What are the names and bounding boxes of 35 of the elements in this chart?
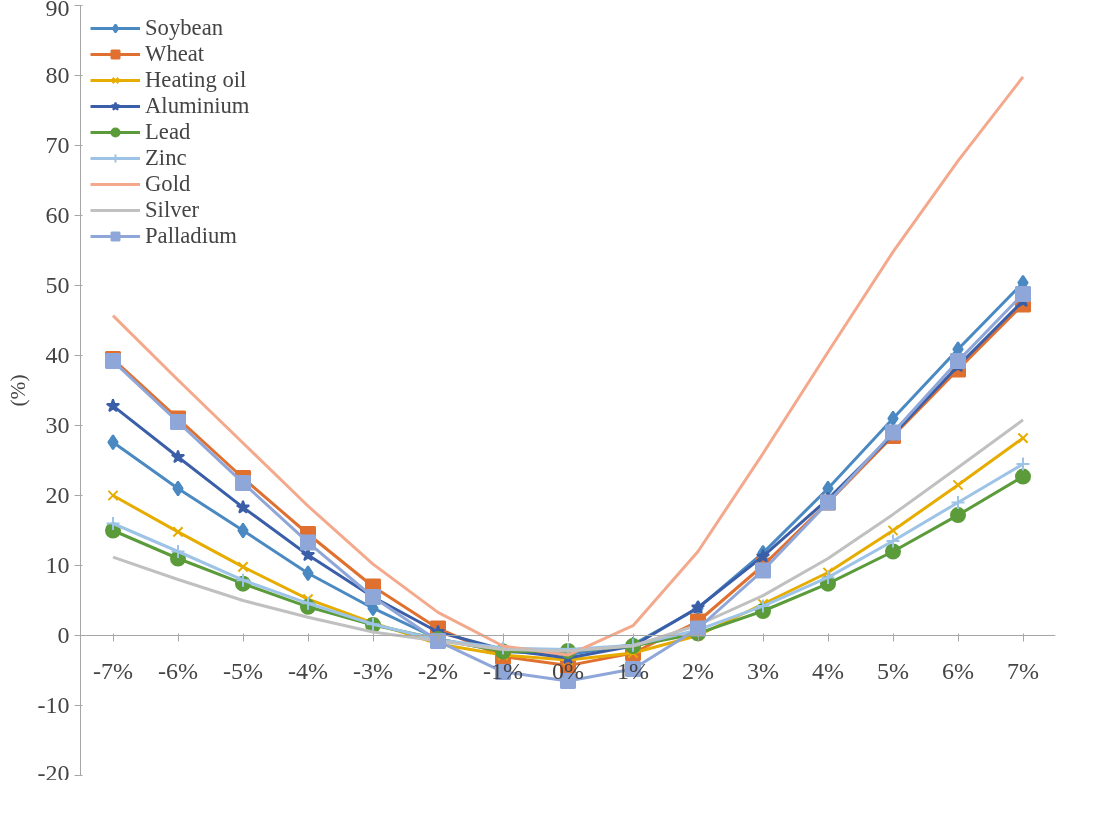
- x-tick-label: -3%: [353, 657, 393, 684]
- x-tick-label: 2%: [682, 657, 714, 684]
- y-tick-label: 50: [45, 272, 70, 298]
- x-tick-label: -5%: [223, 657, 263, 684]
- y-tick-label: -10: [37, 692, 70, 718]
- y-tick-label: 80: [45, 62, 70, 88]
- x-tick-label: -4%: [288, 657, 328, 684]
- x-tick-label: -7%: [93, 657, 133, 684]
- legend-label: Silver: [145, 197, 200, 223]
- y-tick-label: 90: [45, 0, 70, 21]
- legend-label: Lead: [145, 119, 191, 145]
- y-tick-label: 60: [45, 202, 70, 228]
- legend-label: Wheat: [145, 41, 205, 67]
- x-tick-label: 5%: [877, 657, 909, 684]
- x-tick-label: 6%: [942, 657, 974, 684]
- y-tick-label: 40: [45, 342, 70, 368]
- x-tick-label: 0%: [552, 657, 584, 684]
- legend-label: Zinc: [145, 145, 187, 171]
- x-tick-label: 3%: [747, 657, 779, 684]
- y-tick-label: 70: [45, 132, 70, 158]
- x-tick-label: -6%: [158, 657, 198, 684]
- y-tick-label: 20: [45, 482, 70, 508]
- legend-label: Heating oil: [145, 67, 247, 93]
- legend-label: Soybean: [145, 15, 224, 41]
- y-tick-label: 0: [57, 622, 70, 648]
- x-tick-label: 7%: [1007, 657, 1039, 684]
- y-tick-label: 30: [45, 412, 70, 438]
- y-tick-label: 10: [45, 552, 70, 578]
- x-tick-label: -2%: [418, 657, 458, 684]
- y-tick-label: -20: [37, 759, 70, 786]
- y-axis-title: (%): [5, 374, 30, 407]
- legend-label: Gold: [145, 171, 191, 197]
- legend-label: Aluminium: [145, 93, 250, 119]
- legend-label: Palladium: [145, 223, 237, 249]
- x-tick-label: 4%: [812, 657, 844, 684]
